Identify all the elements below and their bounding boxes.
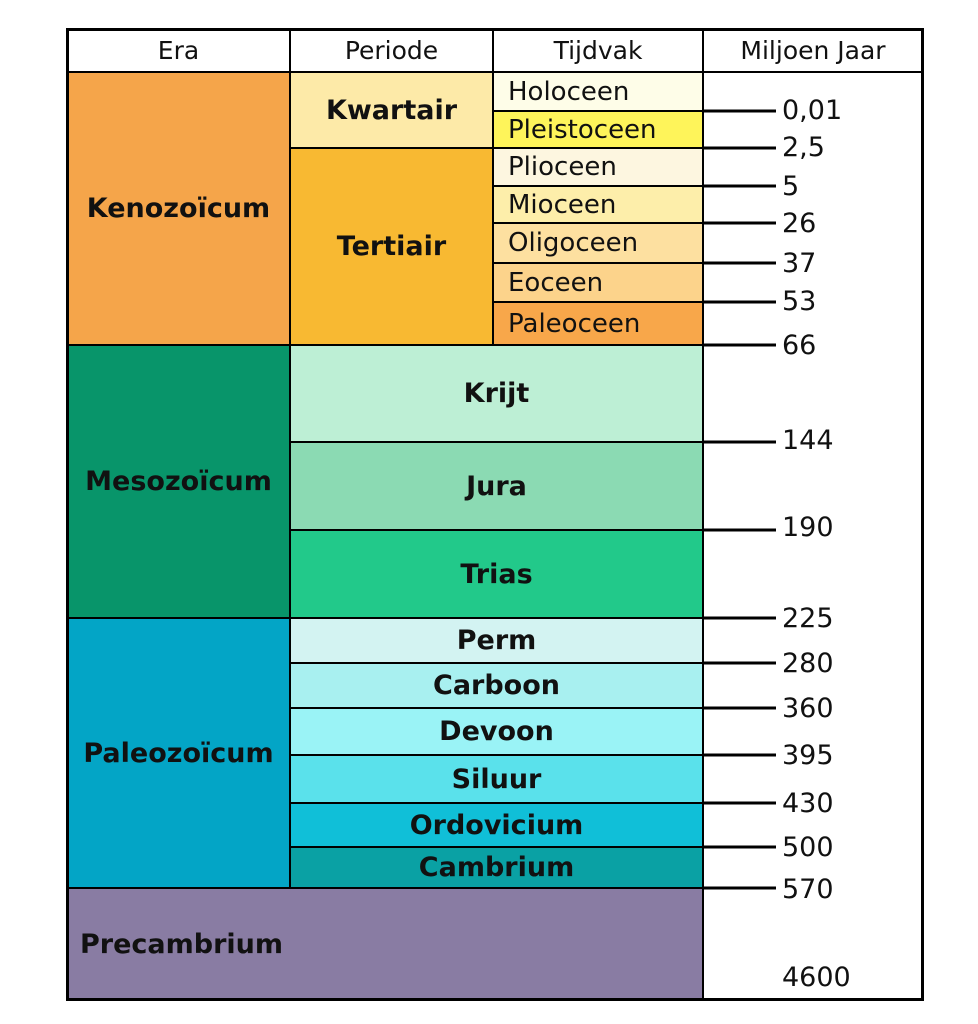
period: Cambrium: [290, 847, 703, 888]
period: Trias: [290, 530, 703, 618]
age-label: 280: [782, 648, 834, 679]
age-label: 66: [782, 330, 817, 361]
age-label: 225: [782, 603, 834, 634]
period: Jura: [290, 442, 703, 530]
period: Ordovicium: [290, 803, 703, 847]
epoch: Oligoceen: [493, 223, 703, 263]
age-label: 570: [782, 874, 834, 905]
age-label: 144: [782, 425, 834, 456]
age-label: 360: [782, 693, 834, 724]
epoch: Paleoceen: [493, 302, 703, 345]
period: Perm: [290, 618, 703, 663]
age-label: 53: [782, 286, 817, 317]
epoch: Eoceen: [493, 263, 703, 302]
age-label: 37: [782, 248, 817, 279]
period: Siluur: [290, 755, 703, 803]
era: Precambrium: [67, 888, 703, 1000]
period: Devoon: [290, 708, 703, 755]
age-label: 500: [782, 832, 834, 863]
header-cell: Era: [67, 29, 290, 72]
era: Mesozoïcum: [67, 345, 290, 618]
age-label: 190: [782, 512, 834, 543]
era: Paleozoïcum: [67, 618, 290, 888]
age-label: 26: [782, 208, 817, 239]
age-label: 4600: [782, 962, 851, 993]
age-label: 2,5: [782, 132, 825, 163]
epoch: Holoceen: [493, 72, 703, 111]
header-cell: Tijdvak: [493, 29, 703, 72]
header-cell: Periode: [290, 29, 493, 72]
epoch: Pleistoceen: [493, 111, 703, 148]
epoch: Mioceen: [493, 186, 703, 223]
period: Kwartair: [290, 72, 493, 148]
age-label: 430: [782, 788, 834, 819]
epoch: Plioceen: [493, 148, 703, 186]
age-label: 0,01: [782, 95, 843, 126]
age-label: 395: [782, 740, 834, 771]
period: Carboon: [290, 663, 703, 708]
period: Tertiair: [290, 148, 493, 345]
period: Krijt: [290, 345, 703, 442]
age-column: [703, 72, 923, 1000]
header-cell: Miljoen Jaar: [703, 29, 923, 72]
age-label: 5: [782, 171, 800, 202]
